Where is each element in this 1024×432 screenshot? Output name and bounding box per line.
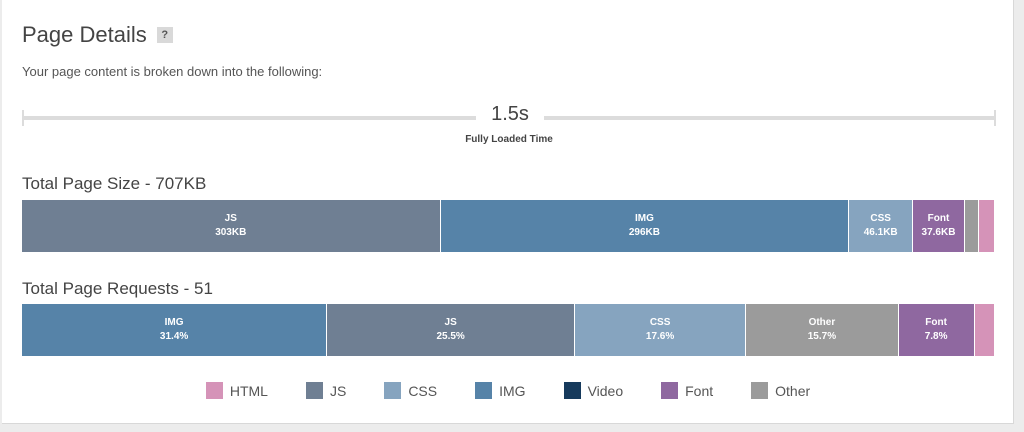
timeline-line-left bbox=[22, 116, 476, 120]
segment-label: JS bbox=[224, 213, 237, 224]
segment-label: JS bbox=[444, 317, 457, 328]
img-swatch bbox=[475, 382, 493, 399]
legend-label: Font bbox=[685, 382, 714, 399]
page-size-title: Total Page Size - 707KB bbox=[22, 174, 207, 193]
bar-segment-css[interactable]: CSS 17.6% bbox=[575, 304, 747, 356]
bar-segment-html[interactable] bbox=[978, 200, 994, 252]
legend-label: CSS bbox=[408, 382, 438, 399]
segment-label: CSS bbox=[870, 213, 891, 224]
segment-label: Font bbox=[925, 317, 947, 328]
bar-segment-font[interactable]: Font 37.6KB bbox=[913, 200, 965, 252]
segment-value: 7.8% bbox=[924, 331, 948, 342]
legend-item-html: HTML bbox=[205, 382, 268, 399]
fully-loaded-time-label: Fully Loaded Time bbox=[465, 134, 553, 145]
legend-item-img: IMG bbox=[475, 382, 526, 399]
html-swatch bbox=[205, 382, 223, 399]
legend-item-css: CSS bbox=[384, 382, 437, 399]
segment-label: CSS bbox=[649, 317, 671, 328]
timeline-end-cap bbox=[994, 110, 996, 126]
css-swatch bbox=[384, 382, 402, 399]
bar-segment-css[interactable]: CSS 46.1KB bbox=[849, 200, 914, 252]
legend-label: Other bbox=[775, 382, 811, 399]
segment-label: Other bbox=[808, 317, 836, 328]
segment-value: 303KB bbox=[215, 227, 247, 238]
legend-label: Video bbox=[587, 382, 624, 399]
legend-item-other: Other bbox=[751, 382, 810, 399]
bar-segment-html[interactable] bbox=[974, 304, 994, 356]
bar-segment-font[interactable]: Font 7.8% bbox=[898, 304, 975, 356]
segment-value: 296KB bbox=[628, 227, 660, 238]
legend-item-video: Video bbox=[563, 382, 624, 399]
other-swatch bbox=[751, 382, 769, 399]
segment-label: IMG bbox=[634, 213, 654, 224]
page-details-card: Page Details ? Your page content is brok… bbox=[2, 0, 1014, 424]
segment-label: Font bbox=[927, 213, 950, 224]
segment-value: 25.5% bbox=[436, 331, 465, 342]
page-size-bar: JS 303KB IMG 296KB CSS 46.1KB Font 37.6KB bbox=[22, 200, 994, 252]
legend-label: IMG bbox=[499, 382, 526, 399]
legend-item-font: Font bbox=[661, 382, 713, 399]
segment-value: 15.7% bbox=[807, 331, 837, 342]
page-requests-title: Total Page Requests - 51 bbox=[22, 279, 213, 298]
page-subtitle: Your page content is broken down into th… bbox=[22, 64, 323, 79]
legend-item-js: JS bbox=[305, 382, 347, 399]
title-row: Page Details ? bbox=[22, 22, 173, 48]
segment-value: 17.6% bbox=[645, 331, 675, 342]
chart-legend: HTML JS CSS IMG Video Font Other bbox=[2, 382, 1014, 399]
segment-label: IMG bbox=[164, 317, 184, 328]
segment-value: 37.6KB bbox=[921, 227, 956, 238]
bar-segment-img[interactable]: IMG 296KB bbox=[440, 200, 850, 252]
bar-segment-img[interactable]: IMG 31.4% bbox=[22, 304, 328, 356]
bar-segment-js[interactable]: JS 303KB bbox=[22, 200, 441, 252]
page-title: Page Details bbox=[22, 22, 147, 47]
timeline-line-right bbox=[544, 116, 996, 120]
js-swatch bbox=[305, 382, 323, 399]
bar-segment-other[interactable] bbox=[964, 200, 979, 252]
page-requests-bar: IMG 31.4% JS 25.5% CSS 17.6% Other 15.7% Font 7.8… bbox=[22, 304, 994, 356]
font-swatch bbox=[661, 382, 679, 399]
help-icon[interactable]: ? bbox=[156, 27, 173, 43]
legend-label: JS bbox=[329, 382, 347, 399]
segment-value: 31.4% bbox=[159, 331, 189, 342]
fully-loaded-timeline: 1.5s Fully Loaded Time bbox=[22, 103, 996, 146]
legend-label: HTML bbox=[229, 382, 268, 399]
bar-segment-js[interactable]: JS 25.5% bbox=[327, 304, 576, 356]
fully-loaded-time-value: 1.5s bbox=[491, 103, 529, 125]
segment-value: 46.1KB bbox=[863, 227, 898, 238]
video-swatch bbox=[563, 382, 581, 399]
bar-segment-other[interactable]: Other 15.7% bbox=[746, 304, 899, 356]
